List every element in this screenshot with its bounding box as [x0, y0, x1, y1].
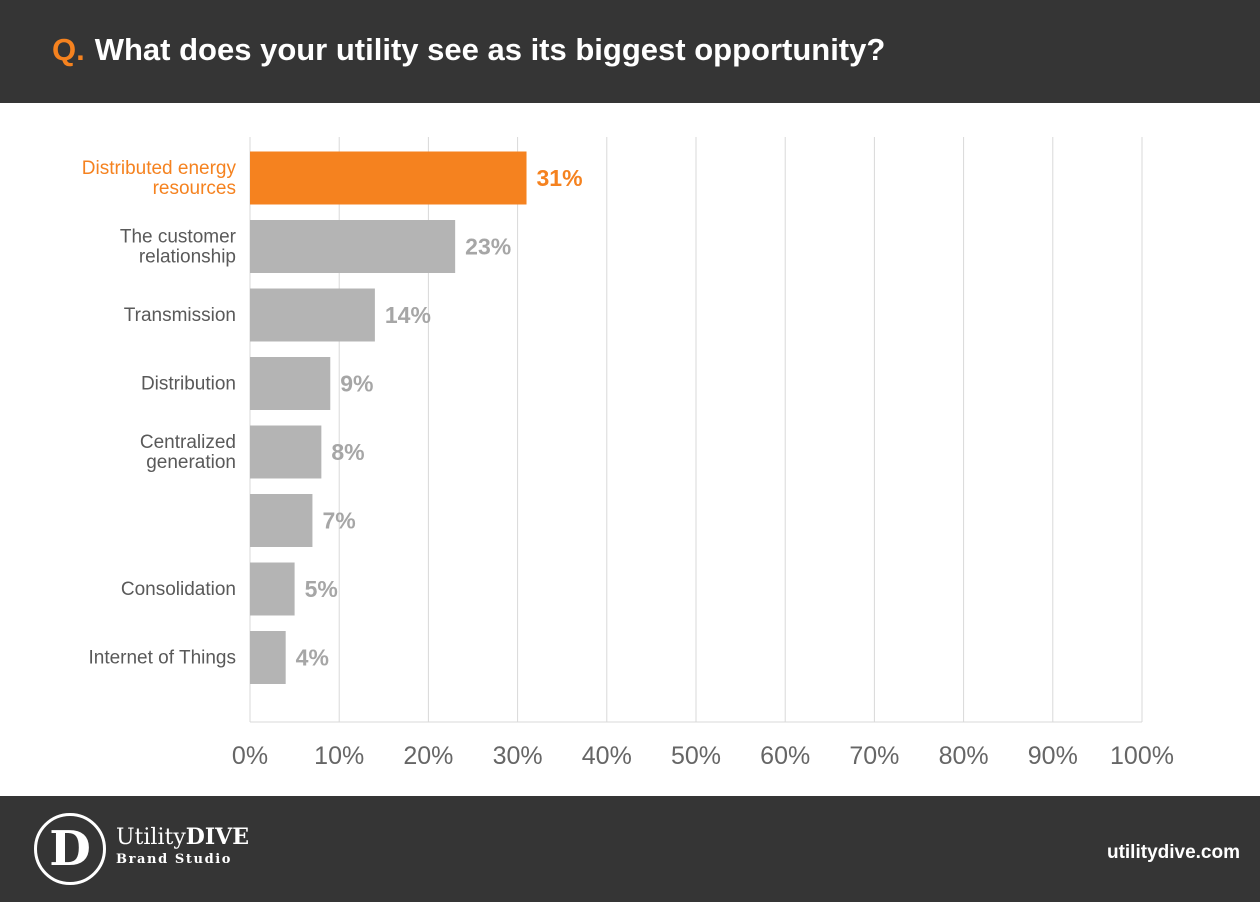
bar — [250, 220, 456, 273]
x-tick-label: 90% — [1028, 742, 1078, 770]
bar — [250, 357, 331, 410]
question-text: What does your utility see as its bigges… — [94, 32, 886, 67]
logo-subtitle: Brand Studio — [116, 852, 233, 867]
bar — [250, 288, 375, 342]
logo-circle-icon — [34, 813, 106, 885]
footer-band: D UtilityDIVE Brand Studio utilitydive.c… — [0, 796, 1260, 902]
category-label: relationship — [139, 247, 236, 268]
header-band: Q. What does your utility see as its bigg… — [0, 0, 1260, 103]
x-tick-label: 100% — [1110, 742, 1174, 770]
bar — [250, 425, 322, 479]
value-label: 7% — [322, 508, 355, 534]
value-label: 31% — [537, 165, 583, 191]
brand-logo[interactable]: D UtilityDIVE Brand Studio — [34, 813, 249, 885]
bar — [250, 631, 286, 684]
value-label: 8% — [331, 439, 364, 465]
x-tick-label: 0% — [232, 742, 268, 770]
category-label: generation — [146, 452, 236, 473]
site-url[interactable]: utilitydive.com — [1106, 842, 1240, 863]
category-label: Distribution — [141, 374, 236, 395]
value-label: 9% — [340, 371, 373, 397]
x-tick-label: 10% — [314, 742, 364, 770]
page-title: Q. What does your utility see as its bigg… — [52, 32, 885, 68]
category-label: resources — [153, 178, 236, 199]
logo-wordmark: UtilityDIVE Brand Studio — [116, 825, 249, 867]
bar — [250, 151, 527, 205]
x-tick-label: 40% — [582, 742, 632, 770]
category-label: Consolidation — [121, 579, 236, 600]
logo-letter: D — [49, 821, 91, 877]
x-tick-label: 70% — [849, 742, 899, 770]
category-label: Centralized — [140, 432, 236, 453]
x-tick-label: 50% — [671, 742, 721, 770]
category-label: Distributed energy — [82, 158, 237, 179]
question-prefix: Q. — [52, 32, 85, 67]
x-tick-label: 60% — [760, 742, 810, 770]
value-label: 14% — [385, 302, 431, 328]
bar — [250, 494, 313, 547]
logo-name-light: Utility — [116, 825, 186, 850]
category-label: Internet of Things — [88, 648, 236, 669]
category-label: The customer — [120, 227, 237, 248]
value-label: 5% — [305, 576, 338, 602]
category-label: Transmission — [124, 305, 236, 326]
value-label: 4% — [296, 645, 329, 671]
bar — [250, 562, 295, 616]
x-tick-label: 30% — [493, 742, 543, 770]
x-tick-label: 80% — [939, 742, 989, 770]
value-label: 23% — [465, 234, 511, 260]
logo-name-bold: DIVE — [185, 824, 249, 850]
x-tick-label: 20% — [403, 742, 453, 770]
